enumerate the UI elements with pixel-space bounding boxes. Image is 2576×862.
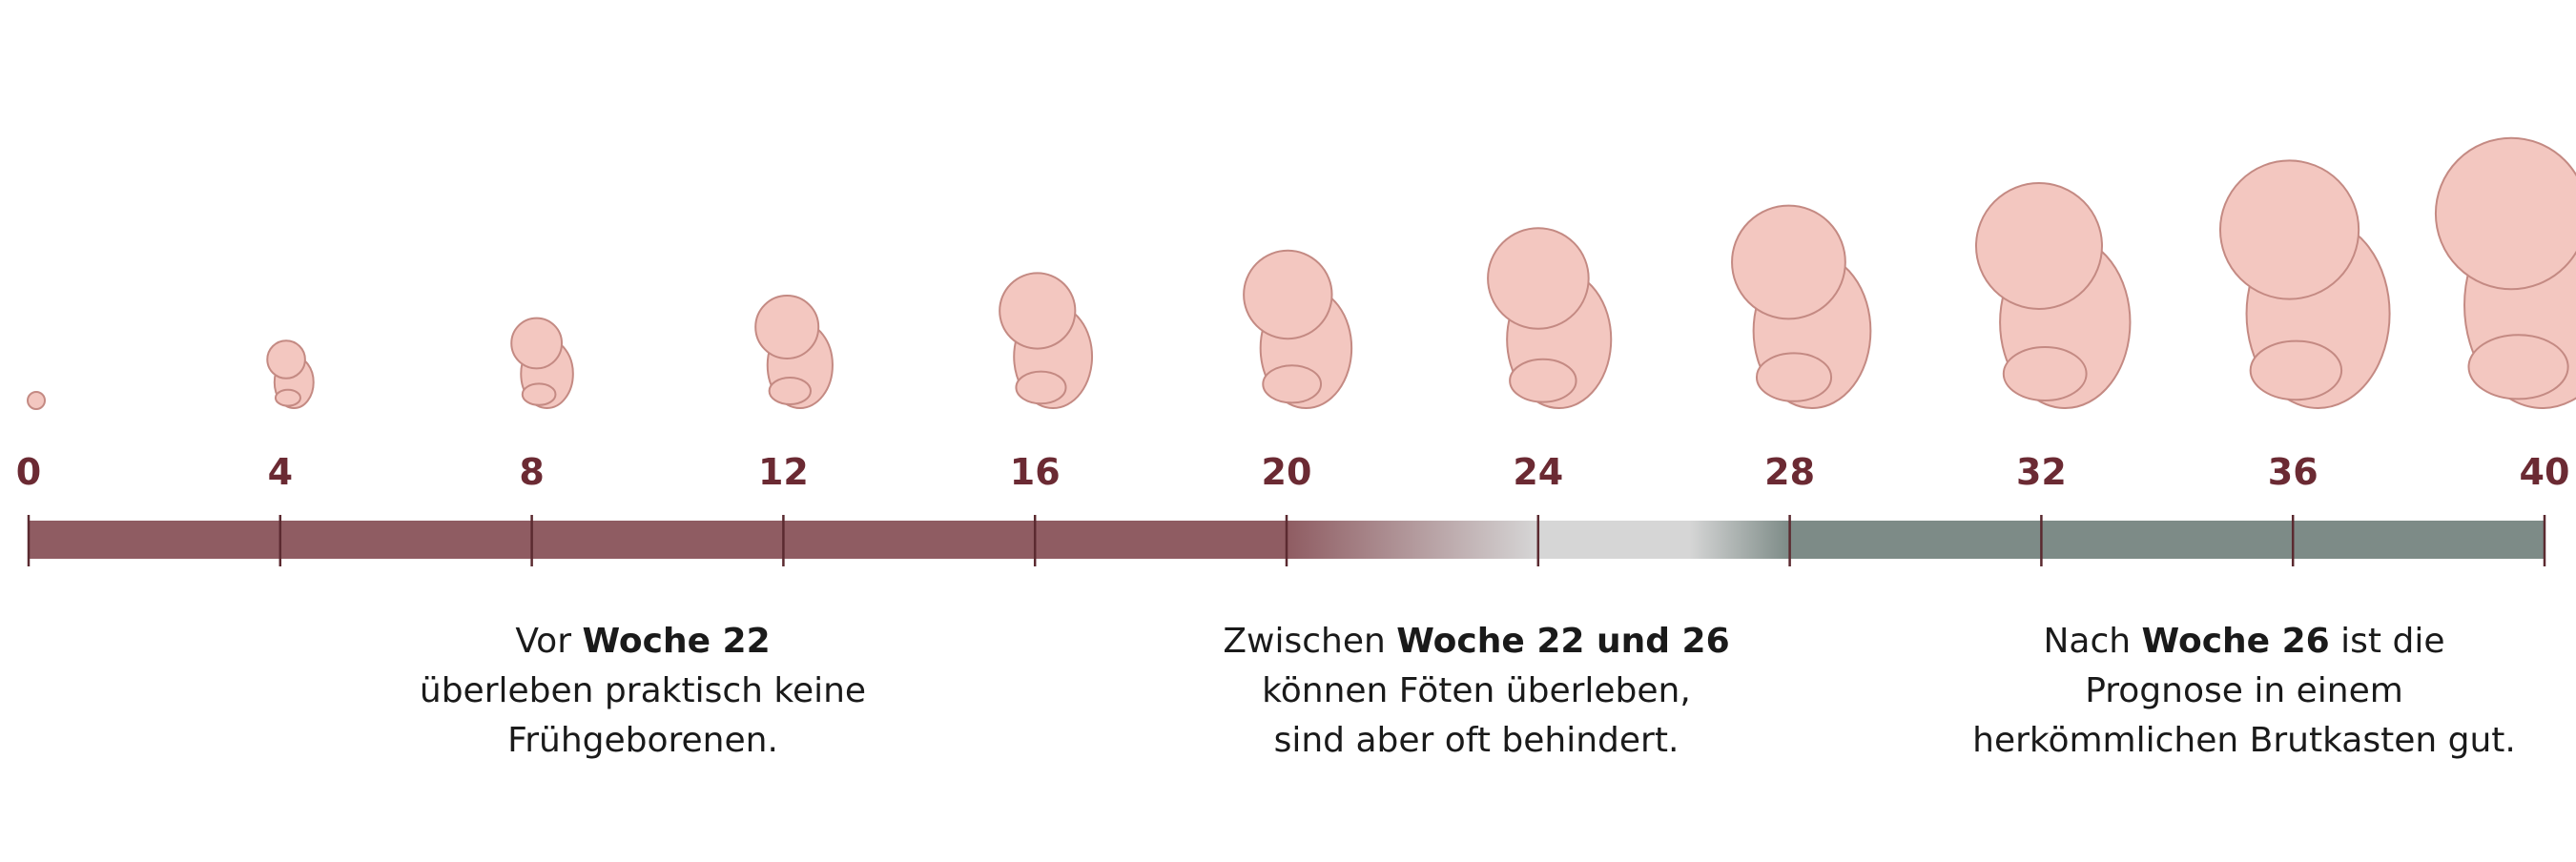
fetus [27,391,46,410]
caption-text: Nach [2044,622,2142,661]
caption-text: sind aber oft behindert. [1274,721,1680,760]
fetus [999,272,1094,409]
caption-text: Zwischen [1223,622,1396,661]
fetus-leg [2249,339,2343,401]
tick-label: 32 [2016,451,2067,493]
fetus [754,295,834,409]
caption-text: ist die [2330,622,2445,661]
ticks: 0 4 8 12 16 20 24 28 32 36 40 [16,451,2570,566]
fetus-leg [1509,358,1577,403]
fetus-leg [1015,370,1067,405]
tick-label: 36 [2268,451,2318,493]
fetus-head [1243,249,1333,340]
fetus [266,339,315,409]
tick-label: 12 [758,451,809,493]
fetus-head [754,295,820,359]
caption-line: Prognose in einem [2085,671,2403,710]
caption-text: Woche 22 [582,622,770,661]
caption-text: können Föten überleben, [1262,671,1691,710]
caption-line: überleben praktisch keine [420,671,866,710]
tick-label: 16 [1010,451,1061,493]
caption-text: Frühgeborenen. [507,721,778,760]
fetus-head [1731,204,1846,320]
caption-line: Nach Woche 26 ist die [2044,622,2445,661]
fetus-head [1487,227,1590,330]
caption-text: Vor [515,622,582,661]
caption-text: Prognose in einem [2085,671,2403,710]
caption-text: überleben praktisch keine [420,671,866,710]
tick-label: 40 [2520,451,2570,493]
fetus-head [999,272,1077,350]
fetus-head [266,339,306,380]
fetus-leg [2002,346,2088,401]
fetus-leg [274,388,301,407]
tick-label: 24 [1513,451,1563,493]
fetus [1975,182,2132,409]
fetus-head [2434,136,2576,291]
captions: Vor Woche 22 überleben praktisch keine Frü… [420,622,2516,760]
caption-line: können Föten überleben, [1262,671,1691,710]
caption-text: Woche 26 [2142,622,2330,661]
fetus [1243,249,1353,409]
fetus-leg [1755,352,1833,402]
fetus-head [510,317,564,370]
fetus [510,317,574,409]
caption-line: Frühgeborenen. [507,721,778,760]
fetus-shape [27,391,46,410]
fetus-illustrations [27,136,2576,410]
fetus [1731,204,1872,409]
caption-line: herkömmlichen Brutkasten gut. [1972,721,2516,760]
caption-line: Vor Woche 22 [515,622,770,661]
tick-label: 0 [16,451,41,493]
fetus-leg [2467,334,2569,400]
fetus-head [1975,182,2103,310]
fetus [1487,227,1613,409]
caption-text: Woche 22 und 26 [1396,622,1729,661]
fetus-head [2218,159,2360,300]
tick-label: 4 [268,451,293,493]
tick-label: 8 [519,451,544,493]
fetus-leg [521,382,557,406]
caption-text: herkömmlichen Brutkasten gut. [1972,721,2516,760]
fetus-leg [1262,364,1323,404]
fetus [2434,136,2576,409]
fetus-leg [768,377,812,405]
tick-label: 28 [1764,451,1815,493]
caption-line: sind aber oft behindert. [1274,721,1680,760]
fetus [2218,159,2391,409]
caption-line: Zwischen Woche 22 und 26 [1223,622,1729,661]
tick-label: 20 [1262,451,1312,493]
